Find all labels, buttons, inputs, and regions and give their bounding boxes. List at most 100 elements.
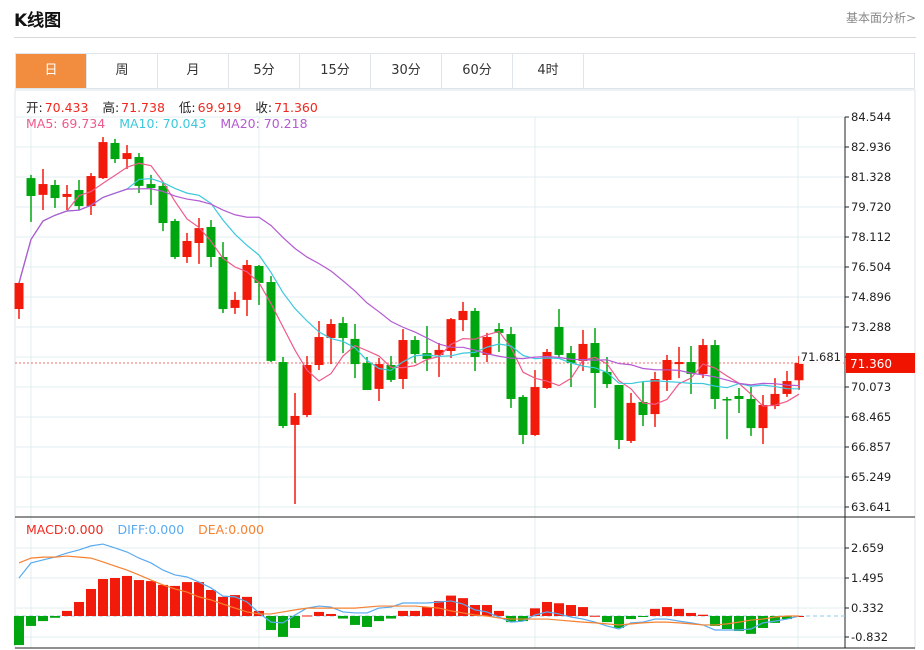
candle (518, 395, 528, 444)
candle (734, 387, 744, 413)
macd-bar (746, 616, 756, 634)
macd-bar (26, 616, 36, 626)
candle-body (482, 337, 492, 355)
low-value: 69.919 (197, 100, 242, 115)
candle-body (650, 379, 660, 415)
price-tick-label: 63.641 (851, 500, 891, 514)
candle (158, 182, 168, 232)
ma10-line (18, 178, 800, 390)
candle-body (158, 185, 168, 224)
candle-body (242, 265, 252, 300)
high-label: 高: (102, 100, 120, 115)
candle-body (626, 402, 636, 441)
candle-body (62, 193, 72, 197)
tab-60min[interactable]: 60分 (442, 54, 513, 88)
candle (386, 356, 396, 382)
candle (206, 220, 216, 268)
diff-value: DIFF:0.000 (117, 522, 185, 537)
tab-5min[interactable]: 5分 (229, 54, 300, 88)
macd-bar (626, 616, 636, 620)
candle (398, 329, 408, 389)
close-value: 71.360 (274, 100, 318, 115)
macd-bar (578, 607, 588, 616)
tab-30min[interactable]: 30分 (371, 54, 442, 88)
macd-bar (698, 614, 708, 616)
price-tick-label: 70.073 (851, 380, 891, 394)
candle-body (734, 395, 744, 399)
candle (194, 218, 204, 264)
price-tick-label: 66.857 (851, 440, 891, 454)
macd-tick-label: 1.495 (851, 571, 884, 585)
candle-body (710, 345, 720, 399)
macd-bar (278, 616, 288, 637)
macd-bar (266, 616, 276, 631)
candle (50, 179, 60, 208)
macd-bar (350, 616, 360, 625)
candle-body (386, 365, 396, 380)
candle (314, 320, 324, 371)
macd-bar (38, 616, 48, 622)
tab-15min[interactable]: 15分 (300, 54, 371, 88)
candle-body (14, 282, 24, 310)
candle-body (266, 282, 276, 361)
candle (542, 348, 552, 389)
candle-body (326, 323, 336, 338)
candle-body (134, 157, 144, 186)
chart-marks (14, 137, 845, 646)
macd-bar (422, 607, 432, 616)
candle-body (38, 184, 48, 195)
fundamental-analysis-link[interactable]: 基本面分析> (845, 11, 916, 25)
candle (446, 318, 456, 358)
ma10-legend: MA10: 70.043 (119, 116, 207, 131)
candle-body (638, 401, 648, 416)
macd-bar (602, 616, 612, 623)
candle (146, 174, 156, 205)
candle-body (770, 393, 780, 407)
candle (434, 343, 444, 377)
candle-body (218, 257, 228, 310)
macd-bar (146, 581, 156, 616)
price-tick-label: 82.936 (851, 140, 891, 154)
ma20-legend: MA20: 70.218 (220, 116, 308, 131)
candle-body (434, 349, 444, 355)
candle-body (278, 362, 288, 427)
macd-bar (374, 616, 384, 622)
tab-4hour[interactable]: 4时 (513, 54, 584, 88)
candle-body (674, 362, 684, 365)
candle-body (194, 228, 204, 244)
candle (134, 153, 144, 194)
macd-bar (650, 608, 660, 616)
macd-bar (686, 612, 696, 616)
price-tick-label: 79.720 (851, 200, 891, 214)
axes: 84.544 82.936 81.328 79.720 78.112 76.504 74.8… (799, 110, 915, 644)
tab-week[interactable]: 周 (87, 54, 158, 88)
candle-body (314, 337, 324, 366)
candle-body (410, 340, 420, 355)
macd-bar (782, 616, 792, 620)
tab-day[interactable]: 日 (16, 54, 87, 88)
candle (86, 173, 96, 216)
candle (254, 265, 264, 305)
macd-bar (590, 615, 600, 617)
candle (14, 282, 24, 319)
candle-body (566, 353, 576, 363)
macd-value: MACD:0.000 (26, 522, 104, 537)
candle (26, 174, 36, 222)
candle-body (794, 362, 804, 381)
candle-body (362, 362, 372, 391)
macd-bar (98, 579, 108, 616)
candle (578, 329, 588, 371)
candle (698, 338, 708, 379)
macd-bar (710, 616, 720, 626)
candle-body (350, 338, 360, 365)
candle-body (146, 184, 156, 188)
candle-body (110, 143, 120, 160)
tab-month[interactable]: 月 (158, 54, 229, 88)
candle-body (782, 381, 792, 394)
candle (326, 319, 336, 365)
candle (242, 259, 252, 316)
macd-bar (662, 607, 672, 616)
diff-line (18, 543, 800, 631)
open-value: 70.433 (44, 100, 89, 115)
